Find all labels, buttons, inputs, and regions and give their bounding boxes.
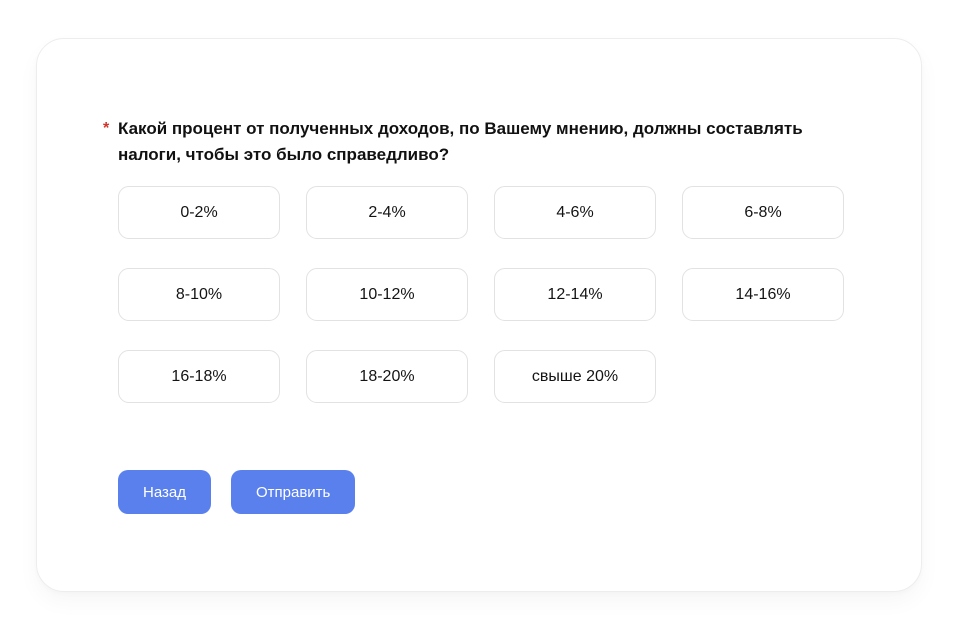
option-button[interactable]: 14-16%: [682, 268, 844, 321]
question-block: * Какой процент от полученных доходов, п…: [103, 116, 841, 168]
submit-button[interactable]: Отправить: [230, 470, 356, 514]
option-button[interactable]: 10-12%: [306, 268, 468, 321]
option-button[interactable]: 16-18%: [118, 350, 280, 403]
form-content: * Какой процент от полученных доходов, п…: [37, 39, 921, 514]
form-card: * Какой процент от полученных доходов, п…: [36, 38, 922, 592]
form-actions: Назад Отправить: [118, 470, 841, 514]
option-button[interactable]: свыше 20%: [494, 350, 656, 403]
option-button[interactable]: 2-4%: [306, 186, 468, 239]
required-marker: *: [103, 120, 110, 137]
option-button[interactable]: 12-14%: [494, 268, 656, 321]
option-button[interactable]: 18-20%: [306, 350, 468, 403]
option-button[interactable]: 6-8%: [682, 186, 844, 239]
option-button[interactable]: 8-10%: [118, 268, 280, 321]
back-button[interactable]: Назад: [118, 470, 211, 514]
option-button[interactable]: 4-6%: [494, 186, 656, 239]
option-button[interactable]: 0-2%: [118, 186, 280, 239]
question-text: Какой процент от полученных доходов, по …: [118, 119, 803, 164]
options-grid: 0-2% 2-4% 4-6% 6-8% 8-10% 10-12% 12-14% 14-16% 1…: [118, 186, 844, 403]
